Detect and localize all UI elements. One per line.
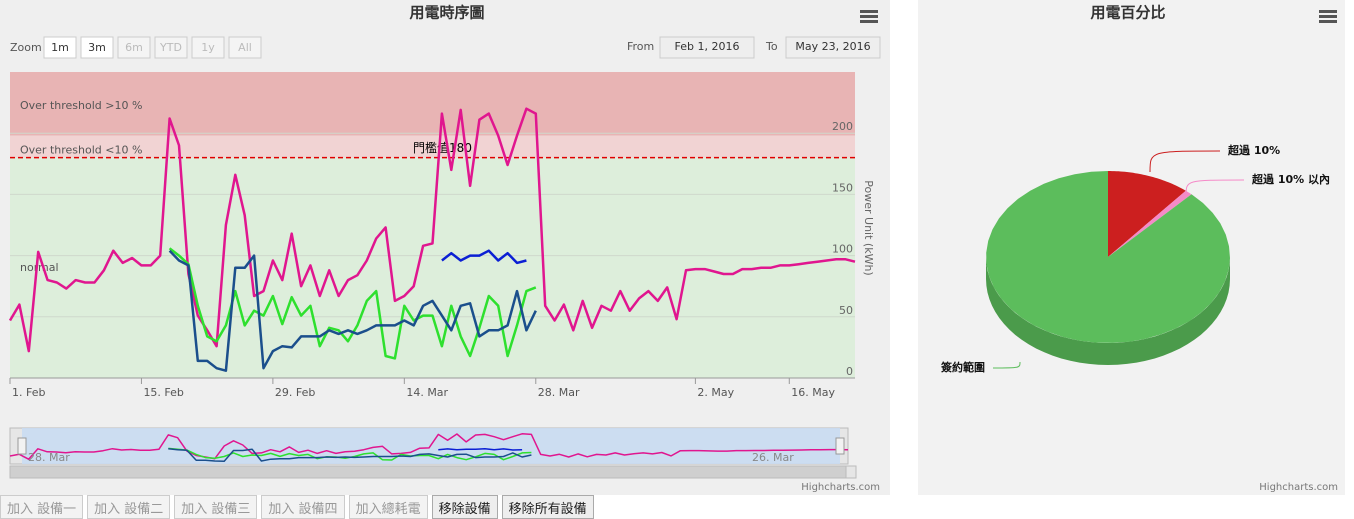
range-button-label: 3m <box>88 41 106 54</box>
x-tick-label: 29. Feb <box>275 386 315 399</box>
line-series <box>168 249 537 372</box>
x-tick-label: 15. Feb <box>143 386 183 399</box>
pie-connector <box>1185 179 1245 197</box>
plot-band <box>10 135 855 158</box>
x-tick-label: 1. Feb <box>12 386 45 399</box>
line-series <box>438 447 523 451</box>
line-series <box>168 447 532 462</box>
range-button <box>154 36 188 59</box>
y-axis-title: Power Unit (kWh) <box>862 180 875 275</box>
y-tick-label: 50 <box>839 304 853 317</box>
range-button[interactable] <box>43 36 77 59</box>
pie-connector <box>992 361 1021 369</box>
range-button-label: All <box>238 41 252 54</box>
toolbar-button: 加入 設備四 <box>261 495 345 519</box>
scrollbar-arrow[interactable] <box>845 465 857 479</box>
from-input[interactable] <box>659 36 755 59</box>
to-label: To <box>765 40 778 53</box>
pie-side <box>986 257 1230 365</box>
credits: Highcharts.com <box>1259 482 1338 493</box>
pie-label: 超過 10% <box>1227 143 1280 157</box>
menu-icon[interactable] <box>1319 10 1337 23</box>
toolbar: 加入 設備一 加入 設備二 加入 設備三 加入 設備四 加入總耗電 移除設備 移除所有設備 <box>0 495 594 519</box>
plot-band-label: Over threshold <10 % <box>20 144 142 157</box>
credits: Highcharts.com <box>801 482 880 493</box>
toolbar-button: 加入總耗電 <box>348 495 428 519</box>
line-series <box>8 107 856 353</box>
toolbar-button: 加入 設備一 <box>0 495 84 519</box>
y-tick-label: 150 <box>832 181 853 194</box>
range-button-label: 1m <box>51 41 69 54</box>
range-button <box>228 36 262 59</box>
plot-band <box>10 72 855 136</box>
x-tick-label: 16. May <box>791 386 835 399</box>
to-input[interactable] <box>785 36 881 59</box>
x-tick-label: 28. Mar <box>538 386 580 399</box>
range-button <box>191 36 225 59</box>
range-button <box>117 36 151 59</box>
y-tick-label: 100 <box>832 243 853 256</box>
charts: 用電時序圖 用電百分比 Zoom From Feb 1, 2016 To May… <box>0 0 1345 495</box>
toolbar-button: 加入 設備二 <box>87 495 171 519</box>
x-tick-label: 14. Mar <box>406 386 448 399</box>
navigator-label: 28. Mar <box>28 451 70 464</box>
toolbar-button[interactable]: 移除所有設備 <box>501 495 594 519</box>
range-button-label: YTD <box>159 41 182 54</box>
plot-band <box>10 157 855 378</box>
scrollbar[interactable] <box>9 465 849 479</box>
y-tick-label: 200 <box>832 120 853 133</box>
pie-slice[interactable] <box>986 171 1230 343</box>
menu-icon[interactable] <box>860 10 878 23</box>
from-label: From <box>627 40 654 53</box>
navigator-handle[interactable] <box>17 437 27 455</box>
chart-title: 用電百分比 <box>1090 4 1165 22</box>
pie-connector <box>1149 150 1221 173</box>
line-series <box>9 433 849 460</box>
y-tick-label: 0 <box>846 365 853 378</box>
range-button[interactable] <box>80 36 114 59</box>
chart-title: 用電時序圖 <box>409 4 484 22</box>
plot-band-label: Over threshold >10 % <box>20 99 142 112</box>
pie-slice[interactable] <box>1108 171 1186 257</box>
x-tick-label: 2. May <box>697 386 734 399</box>
navigator-handle[interactable] <box>835 437 845 455</box>
range-button-label: 6m <box>125 41 143 54</box>
pie-label: 超過 10% 以內 <box>1251 172 1330 186</box>
range-button-label: 1y <box>201 41 215 54</box>
from-date: Feb 1, 2016 <box>675 40 740 53</box>
line-series <box>441 249 527 265</box>
plot-band-label: normal <box>20 261 59 274</box>
toolbar-button[interactable]: 移除設備 <box>431 495 498 519</box>
navigator-label: 26. Mar <box>752 451 794 464</box>
pie-label: 簽約範圍 <box>941 360 985 374</box>
to-date: May 23, 2016 <box>795 40 870 53</box>
toolbar-button: 加入 設備三 <box>174 495 258 519</box>
threshold-label: 門檻值180 <box>413 140 472 155</box>
pie-slice[interactable] <box>1108 190 1192 257</box>
zoom-label: Zoom <box>10 41 42 54</box>
